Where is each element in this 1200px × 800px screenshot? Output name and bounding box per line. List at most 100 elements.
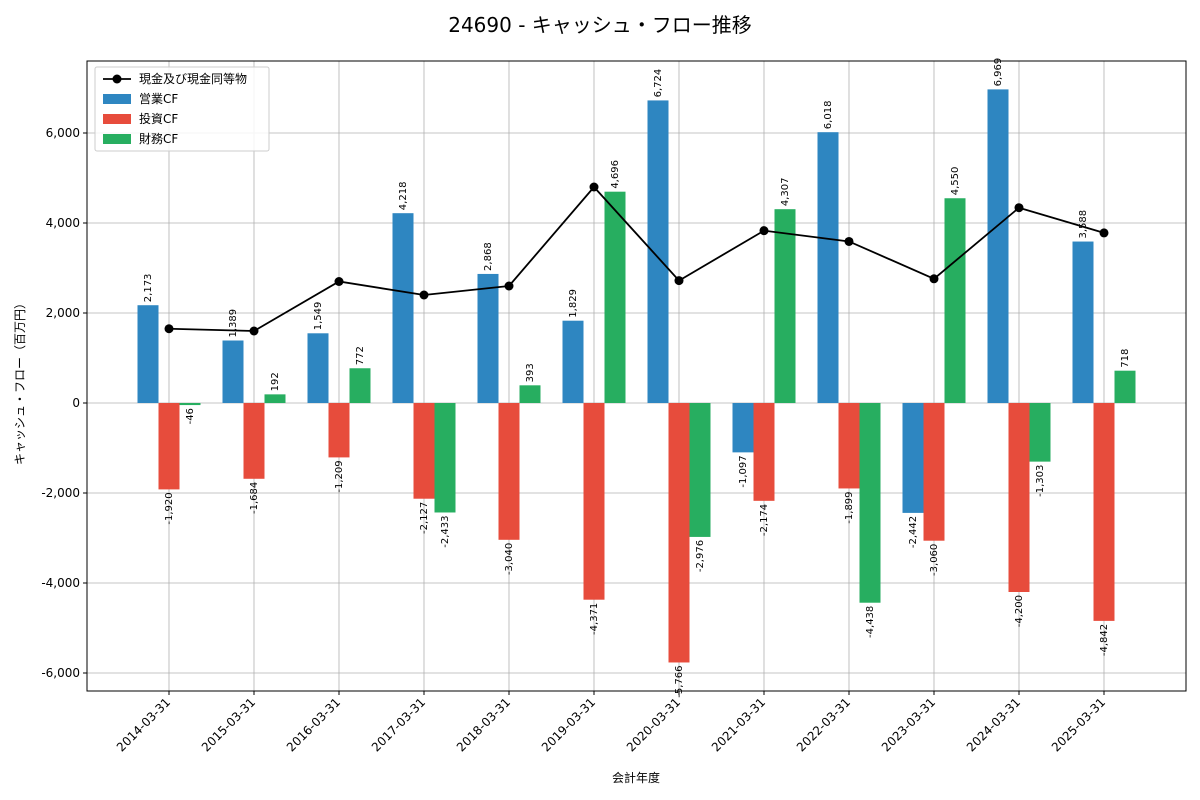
bar [477,273,499,403]
x-tick-label: 2020-03-31 [624,695,683,754]
bar [1093,403,1115,621]
data-label: -3,040 [504,543,515,575]
bar [179,403,201,406]
data-label: -2,976 [695,540,706,572]
data-label: -1,899 [844,491,855,523]
data-label: 4,307 [780,178,791,207]
data-label: 3,588 [1078,210,1089,239]
data-label: 6,724 [653,69,664,98]
y-tick-label: 0 [72,396,80,410]
bar [243,403,265,479]
y-tick-label: -4,000 [41,576,80,590]
series-point [334,277,344,286]
data-label: -1,684 [249,482,260,514]
chart-title: 24690 - キャッシュ・フロー推移 [448,13,752,37]
data-label: 393 [525,363,536,382]
bar [434,403,456,513]
bar [413,403,435,499]
series-point [504,281,514,291]
legend-label: 営業CF [139,92,178,106]
x-tick-label: 2024-03-31 [964,695,1023,754]
x-tick-label: 2016-03-31 [284,695,343,754]
bar [264,394,286,403]
bar [647,100,669,404]
bar [1029,403,1051,462]
series-point [759,226,769,236]
data-label: -2,174 [759,504,770,536]
data-label: -4,200 [1014,595,1025,627]
data-label: 772 [355,346,366,365]
legend-swatch [103,134,131,144]
bar [987,89,1009,404]
bar [838,403,860,489]
bar [859,403,881,603]
data-label: 4,218 [398,182,409,211]
y-tick-label: -2,000 [41,486,80,500]
series-point [589,182,599,192]
bar [753,403,775,501]
x-tick-label: 2018-03-31 [454,695,513,754]
data-label: 4,550 [950,167,961,196]
series-point [419,290,429,300]
bar [732,403,754,453]
series-point [249,326,259,336]
bar [583,403,605,600]
data-label: 6,969 [993,58,1004,87]
bar [1114,370,1136,403]
y-tick-label: 6,000 [46,126,80,140]
bar [392,213,414,403]
data-label: -4,438 [865,606,876,638]
data-label: 6,018 [823,101,834,130]
y-tick-label: 4,000 [46,216,80,230]
series-point [164,324,174,334]
data-label: 2,173 [143,274,154,303]
bar [307,333,329,403]
x-tick-label: 2022-03-31 [794,695,853,754]
data-label: 1,549 [313,302,324,331]
y-tick-label: -6,000 [41,666,80,680]
data-label: 2,868 [483,242,494,271]
bar [158,403,180,490]
data-label: -2,442 [908,516,919,548]
legend-label: 現金及び現金同等物 [139,71,247,86]
bar [774,209,796,403]
x-tick-label: 2025-03-31 [1049,695,1108,754]
series-line [168,185,1105,332]
x-tick-label: 2023-03-31 [879,695,938,754]
bar [1072,241,1094,403]
legend-swatch [103,94,131,104]
bar [902,403,924,513]
data-labels: 2,173 1,389 1,549 4,218 2,868 1,829 6,724 -1,09… [143,58,1131,698]
bar [562,320,584,403]
x-tick-label: 2019-03-31 [539,695,598,754]
data-label: 1,389 [228,309,239,338]
cash-line [164,182,1109,336]
data-label: -4,842 [1099,624,1110,656]
data-label: -2,127 [419,502,430,534]
data-label: 192 [270,372,281,391]
plot-frame [86,60,1187,692]
bar [519,385,541,403]
bar [944,198,966,403]
bar [668,403,690,663]
bar [349,368,371,403]
bar [1008,403,1030,592]
x-tick-label: 2021-03-31 [709,695,768,754]
bar [689,403,711,537]
data-label: -46 [185,408,196,424]
data-label: -1,209 [334,460,345,492]
x-tick-label: 2017-03-31 [369,695,428,754]
bar [817,132,839,403]
series-point [929,274,939,284]
x-tick-label: 2014-03-31 [114,695,173,754]
bar [137,305,159,403]
data-label: -4,371 [589,603,600,635]
legend-label: 投資CF [139,111,178,126]
bar [328,403,350,458]
series-point [674,276,684,286]
data-label: -3,060 [929,544,940,576]
bar [923,403,945,541]
legend-marker [112,74,122,84]
